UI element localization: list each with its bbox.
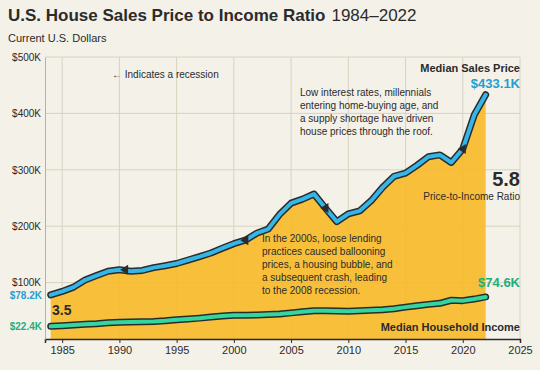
recession-note: ← Indicates a recession <box>112 69 219 80</box>
recession-marker <box>320 203 328 213</box>
note-line: prices, a housing bubble, and <box>262 259 393 270</box>
x-tick-label: 1995 <box>165 344 189 356</box>
grid-line-y <box>45 113 520 114</box>
x-tick: 1990 <box>108 339 132 356</box>
x-axis: 1985 1990 1995 2000 2005 2010 2015 2020 2025 <box>46 339 533 356</box>
y-tick: $300K <box>12 165 45 176</box>
x-tick: 2000 <box>222 339 246 356</box>
series-name: Median Household Income <box>381 321 520 333</box>
x-tick: 2015 <box>394 339 418 356</box>
x-tick-label: 2010 <box>337 344 361 356</box>
note-line: a supply shortage have driven <box>300 113 433 124</box>
grid-line-y <box>45 57 520 58</box>
x-axis-line <box>46 340 521 344</box>
y-tick: $400K <box>12 108 45 119</box>
x-tick-mark <box>62 339 63 343</box>
x-tick: 1995 <box>165 339 189 356</box>
series-name: Median Sales Price <box>420 62 520 74</box>
series-start-label: $22.4K <box>10 321 43 332</box>
x-tick-mark <box>406 339 407 343</box>
note-line: In the 2000s, loose lending <box>262 233 382 244</box>
y-tick: $100K <box>12 277 45 288</box>
x-tick: 2025 <box>508 339 532 356</box>
x-tick: 2020 <box>451 339 475 356</box>
series-start-label: $78.2K <box>10 290 43 301</box>
note-line: house prices through the roof. <box>300 126 433 137</box>
x-tick-label: 2025 <box>508 344 532 356</box>
ratio-end: 5.8 <box>492 168 520 190</box>
chart: 1985 1990 1995 2000 2005 2010 2015 2020 2025 $100… <box>0 0 540 370</box>
series-end-label: $74.6K <box>478 275 521 290</box>
x-tick: 2005 <box>279 339 303 356</box>
title-years: 1984–2022 <box>331 6 416 25</box>
y-tick-label: $400K <box>12 108 41 119</box>
x-tick: 1985 <box>50 339 74 356</box>
title-main: U.S. House Sales Price to Income Ratio <box>8 6 325 25</box>
note-line: Low interest rates, millennials <box>300 87 431 98</box>
recession-marker <box>120 265 128 275</box>
title: U.S. House Sales Price to Income Ratio 19… <box>8 6 417 25</box>
note-line: a subsequent crash, leading <box>262 272 387 283</box>
y-tick-label: $500K <box>12 52 41 63</box>
y-axis-line <box>45 58 46 340</box>
series-end-label: $433.1K <box>471 76 521 91</box>
note-line: to the 2008 recession. <box>262 285 360 296</box>
background <box>0 0 540 370</box>
series-line <box>51 95 486 295</box>
y-tick: $200K <box>12 221 45 232</box>
y-axis-title: Current U.S. Dollars <box>8 32 107 44</box>
price-area <box>51 95 486 339</box>
note-line: practices caused ballooning <box>262 246 385 257</box>
y-tick-label: $100K <box>12 277 41 288</box>
note: In the 2000s, loose lending practices cau… <box>262 233 393 296</box>
x-tick-mark <box>463 339 464 343</box>
ratio-start: 3.5 <box>52 302 72 318</box>
x-tick-mark <box>177 339 178 343</box>
x-tick-label: 2020 <box>451 344 475 356</box>
x-tick: 2010 <box>337 339 361 356</box>
x-tick-label: 1990 <box>108 344 132 356</box>
x-tick-mark <box>291 339 292 343</box>
x-tick-mark <box>119 339 120 343</box>
ratio-label: Price-to-Income Ratio <box>423 191 520 202</box>
x-tick-label: 2005 <box>279 344 303 356</box>
x-tick-label: 2015 <box>394 344 418 356</box>
note-line: entering home-buying age, and <box>300 100 438 111</box>
series-line-outline <box>51 95 486 295</box>
x-tick-mark <box>234 339 235 343</box>
x-tick-label: 1985 <box>50 344 74 356</box>
grid <box>45 57 520 339</box>
note: Low interest rates, millennials entering … <box>300 87 438 137</box>
x-tick-mark <box>520 339 521 343</box>
recession-marker <box>240 235 248 245</box>
x-tick-label: 2000 <box>222 344 246 356</box>
x-tick-mark <box>348 339 349 343</box>
y-tick-label: $200K <box>12 221 41 232</box>
y-tick: $500K <box>12 52 45 63</box>
recession-marker <box>458 144 466 154</box>
y-tick-label: $300K <box>12 165 41 176</box>
plot-area <box>51 95 486 339</box>
